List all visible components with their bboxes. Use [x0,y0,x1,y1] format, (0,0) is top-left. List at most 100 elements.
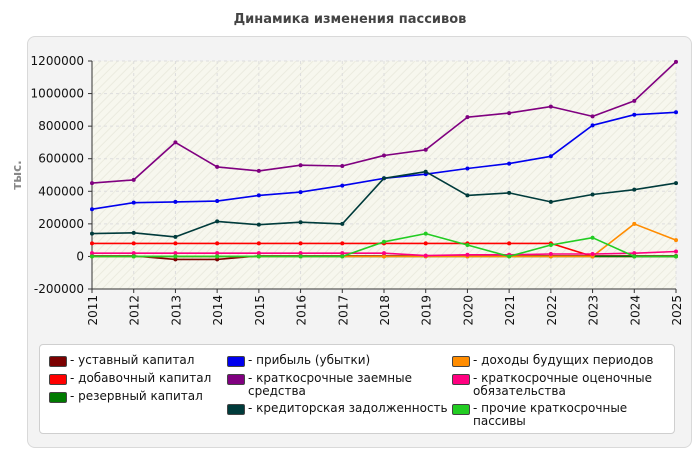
data-point [423,241,428,246]
series-5 [90,59,678,186]
data-point [173,254,178,259]
data-point [131,200,136,205]
x-tick-label: 2020 [461,295,475,326]
data-point [298,241,303,246]
legend-swatch [452,404,470,415]
legend-label: - резервный капитал [70,389,203,403]
data-point [674,59,678,64]
data-point [465,115,470,120]
legend-item: - уставный капитал [49,354,194,367]
data-point [298,251,303,256]
legend-swatch [452,356,470,367]
legend-swatch [227,356,245,367]
data-point [674,238,678,243]
series-6 [90,169,678,239]
y-tick-label: 800000 [38,119,84,133]
x-tick-label: 2016 [295,295,309,326]
data-point [90,181,94,186]
data-point [507,241,512,246]
data-point [507,161,512,166]
data-point [131,254,136,259]
legend-label: - прочие краткосрочные пассивы [473,401,628,428]
data-point [382,251,386,256]
data-point [340,183,345,188]
legend-swatch [49,374,67,385]
x-tick-label: 2011 [86,295,100,326]
x-tick-label: 2013 [169,295,183,326]
data-point [90,254,94,259]
data-point [215,219,220,224]
data-point [173,241,178,246]
data-point [215,199,220,204]
y-tick-label: 200000 [38,217,84,231]
data-point [90,207,94,212]
y-tick-label: 1000000 [31,87,84,101]
x-tick-label: 2019 [420,295,434,326]
legend-item: - краткосрочные оценочные обязательства [452,372,652,398]
series-group [90,59,678,262]
data-point [590,123,595,128]
data-point [215,251,220,256]
legend-item: - прочие краткосрочные пассивы [452,402,627,428]
data-point [423,231,428,236]
legend-swatch [227,404,245,415]
data-point [632,251,637,256]
legend-swatch [452,374,470,385]
chart-title: Динамика изменения пассивов [233,12,467,27]
data-point [340,221,345,226]
legend-item: - резервный капитал [49,390,203,403]
data-point [674,181,678,186]
data-point [632,112,637,117]
data-point [548,104,553,109]
data-point [298,220,303,225]
data-point [590,251,595,256]
data-point [173,251,178,256]
x-tick-label: 2025 [670,295,684,326]
data-point [507,111,512,116]
data-point [465,193,470,198]
y-tick-label: 400000 [38,184,84,198]
data-point [507,254,512,259]
data-point [632,254,637,259]
x-tick-label: 2024 [628,295,642,326]
data-point [340,164,345,169]
axes: -200000 0 200000 400000 600000 800000 1000000 1… [31,54,684,326]
data-point [215,164,220,169]
data-point [507,190,512,195]
data-point [131,251,136,256]
data-point [548,243,553,248]
legend-label: - кредиторская задолженность [248,401,448,415]
data-point [173,199,178,204]
data-point [674,110,678,115]
legend-item: - добавочный капитал [49,372,211,385]
legend-label: - краткосрочные заемные средства [248,371,412,398]
data-point [340,251,345,256]
legend-swatch [49,356,67,367]
data-point [465,166,470,171]
legend-label: - прибыль (убытки) [248,353,371,367]
data-point [382,239,386,244]
legend-item: - кредиторская задолженность [227,402,448,415]
y-axis-label: тыс. [10,160,24,189]
data-point [215,257,220,262]
x-tick-label: 2014 [211,295,225,326]
data-point [298,163,303,168]
legend-label: - добавочный капитал [70,371,212,385]
data-point [298,254,303,259]
data-point [423,253,428,258]
data-point [256,241,261,246]
data-point [382,153,386,158]
data-point [632,187,637,192]
legend-label: - краткосрочные оценочные обязательства [473,371,652,398]
data-point [173,140,178,145]
x-tick-label: 2022 [545,295,559,326]
data-point [215,241,220,246]
data-point [382,176,386,181]
data-point [590,114,595,119]
data-point [173,257,178,262]
data-point [674,249,678,254]
data-point [131,177,136,182]
series-9 [90,231,678,259]
x-tick-label: 2017 [336,295,350,326]
legend-item: - прибыль (убытки) [227,354,370,367]
